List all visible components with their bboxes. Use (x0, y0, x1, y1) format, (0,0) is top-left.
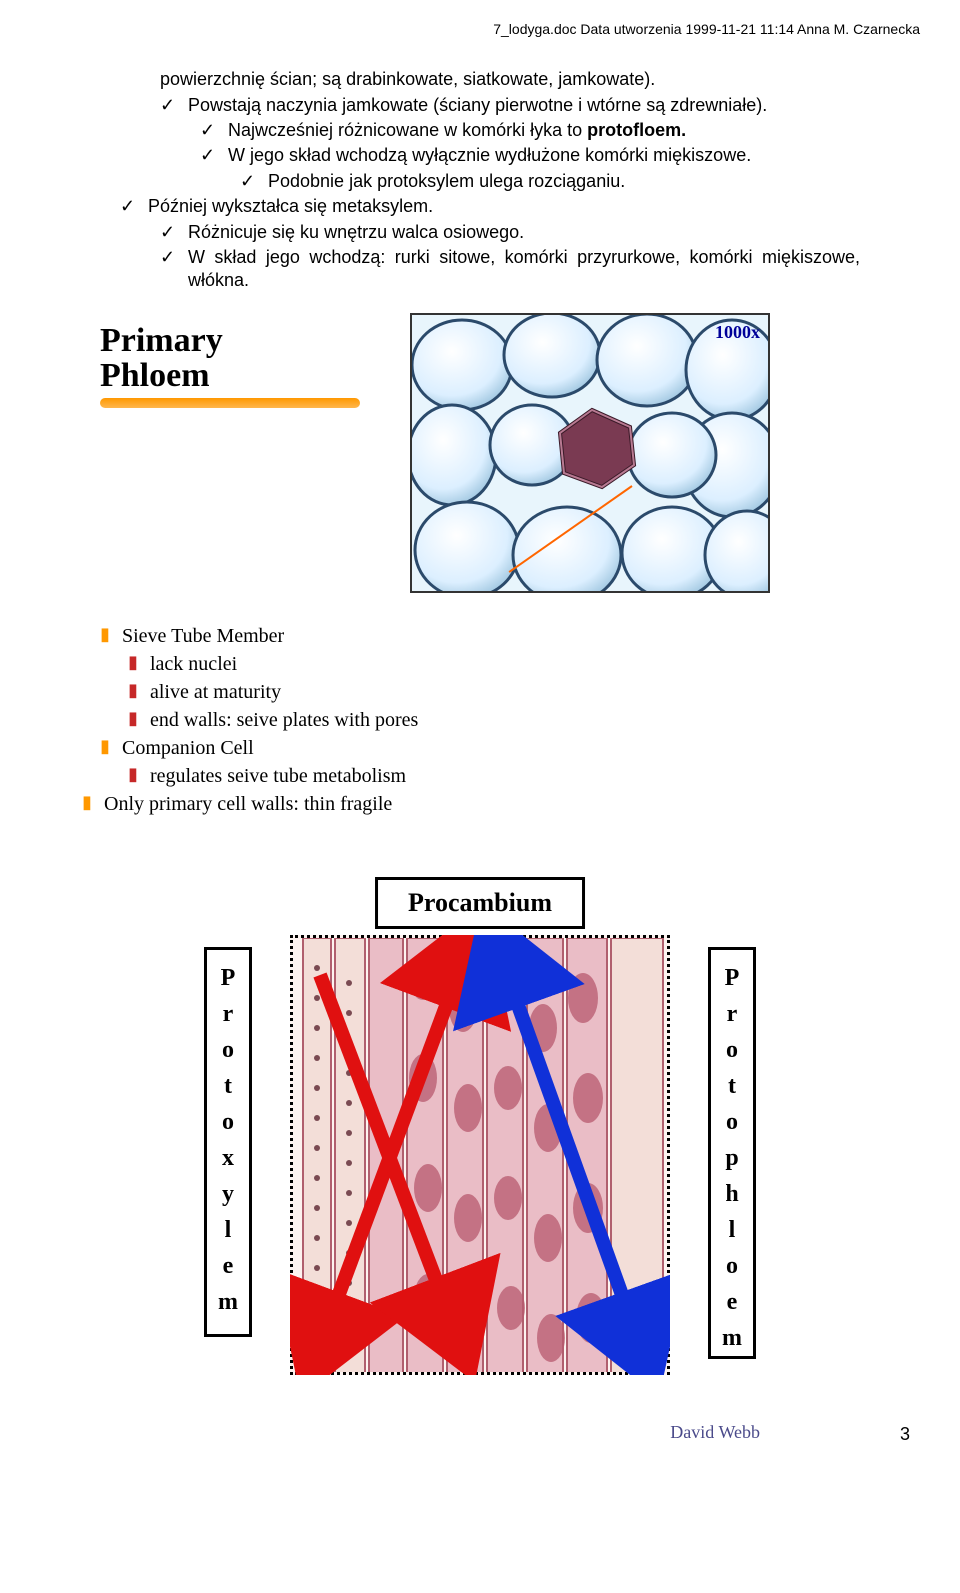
figure-primary-phloem: Primary Phloem (100, 313, 860, 593)
figure1-item: ▮ Sieve Tube Member (100, 623, 860, 649)
list-text: Później wykształca się metaksylem. (148, 195, 860, 218)
list-item: ✓ W jego skład wchodzą wyłącznie wydłużo… (100, 144, 860, 167)
list-text: Różnicuje się ku wnętrzu walca osiowego. (188, 221, 860, 244)
figure1-title-line2: Phloem (100, 358, 410, 394)
header-meta: 7_lodyga.doc Data utworzenia 1999-11-21 … (100, 20, 920, 38)
protophloem-label: Protophloem (708, 947, 756, 1359)
bullet-icon: ▮ (128, 763, 150, 789)
figure1-title-line1: Primary (100, 323, 410, 359)
list-text: W jego skład wchodzą wyłącznie wydłużone… (228, 144, 860, 167)
bullet-icon: ▮ (100, 735, 122, 761)
figure1-subitem: ▮ end walls: seive plates with pores (128, 707, 860, 733)
check-icon: ✓ (200, 119, 228, 142)
bullet-icon: ▮ (128, 707, 150, 733)
list-text-bold: protofloem. (587, 120, 686, 140)
page-number: 3 (900, 1423, 910, 1446)
list-text-pre: Najwcześniej różnicowane w komórki łyka … (228, 120, 587, 140)
list-item: ✓ Różnicuje się ku wnętrzu walca osioweg… (100, 221, 860, 244)
procambium-label: Procambium (375, 877, 585, 929)
figure1-item-text: Only primary cell walls: thin fragile (104, 791, 392, 817)
bullet-icon: ▮ (128, 679, 150, 705)
check-icon: ✓ (160, 246, 188, 293)
figure-procambium: Procambium (160, 877, 800, 1417)
check-icon: ✓ (120, 195, 148, 218)
list-text: W skład jego wchodzą: rurki sitowe, komó… (188, 246, 860, 293)
figure1-left: Primary Phloem (100, 313, 410, 426)
list-text: powierzchnię ścian; są drabinkowate, sia… (160, 68, 860, 91)
figure1-item: ▮ Companion Cell (100, 735, 860, 761)
list-item: ✓ Najwcześniej różnicowane w komórki łyk… (100, 119, 860, 142)
list-item: ✓ Powstają naczynia jamkowate (ściany pi… (100, 94, 860, 117)
check-icon: ✓ (160, 94, 188, 117)
figure1-item-text: Companion Cell (122, 735, 254, 761)
figure1-item-text: alive at maturity (150, 679, 281, 705)
figure1-micrograph: 1000x (410, 313, 770, 593)
list-item: ✓ Podobnie jak protoksylem ulega rozciąg… (100, 170, 860, 193)
bullet-list: powierzchnię ścian; są drabinkowate, sia… (100, 68, 860, 293)
credit-label: David Webb (670, 1421, 760, 1444)
list-item: ✓ W skład jego wchodzą: rurki sitowe, ko… (100, 246, 860, 293)
check-icon: ✓ (160, 221, 188, 244)
bullet-icon: ▮ (128, 651, 150, 677)
list-item: ✓ Później wykształca się metaksylem. (100, 195, 860, 218)
figure1-subitem: ▮ lack nuclei (128, 651, 860, 677)
figure1-subitem: ▮ alive at maturity (128, 679, 860, 705)
figure1-item-text: lack nuclei (150, 651, 237, 677)
check-icon: ✓ (240, 170, 268, 193)
bullet-icon: ▮ (100, 623, 122, 649)
check-icon: ✓ (200, 144, 228, 167)
figure1-item-text: regulates seive tube metabolism (150, 763, 406, 789)
figure1-item: ▮ Only primary cell walls: thin fragile (82, 791, 860, 817)
figure2-micrograph (290, 935, 670, 1375)
bullet-icon: ▮ (82, 791, 104, 817)
figure1-item-text: Sieve Tube Member (122, 623, 284, 649)
micrograph-svg (412, 315, 770, 593)
magnification-label: 1000x (715, 321, 760, 344)
list-item: powierzchnię ścian; są drabinkowate, sia… (100, 68, 860, 91)
figure1-item-text: end walls: seive plates with pores (150, 707, 418, 733)
figure1-underline (100, 398, 360, 408)
micrograph2-svg (293, 938, 670, 1375)
list-text: Powstają naczynia jamkowate (ściany pier… (188, 94, 860, 117)
figure1-list: ▮ Sieve Tube Member ▮ lack nuclei ▮ aliv… (100, 623, 860, 817)
figure1-subitem: ▮ regulates seive tube metabolism (128, 763, 860, 789)
protoxylem-label: Protoxylem (204, 947, 252, 1337)
list-text: Podobnie jak protoksylem ulega rozciągan… (268, 170, 860, 193)
list-text: Najwcześniej różnicowane w komórki łyka … (228, 119, 860, 142)
figure1-right: 1000x (410, 313, 860, 593)
